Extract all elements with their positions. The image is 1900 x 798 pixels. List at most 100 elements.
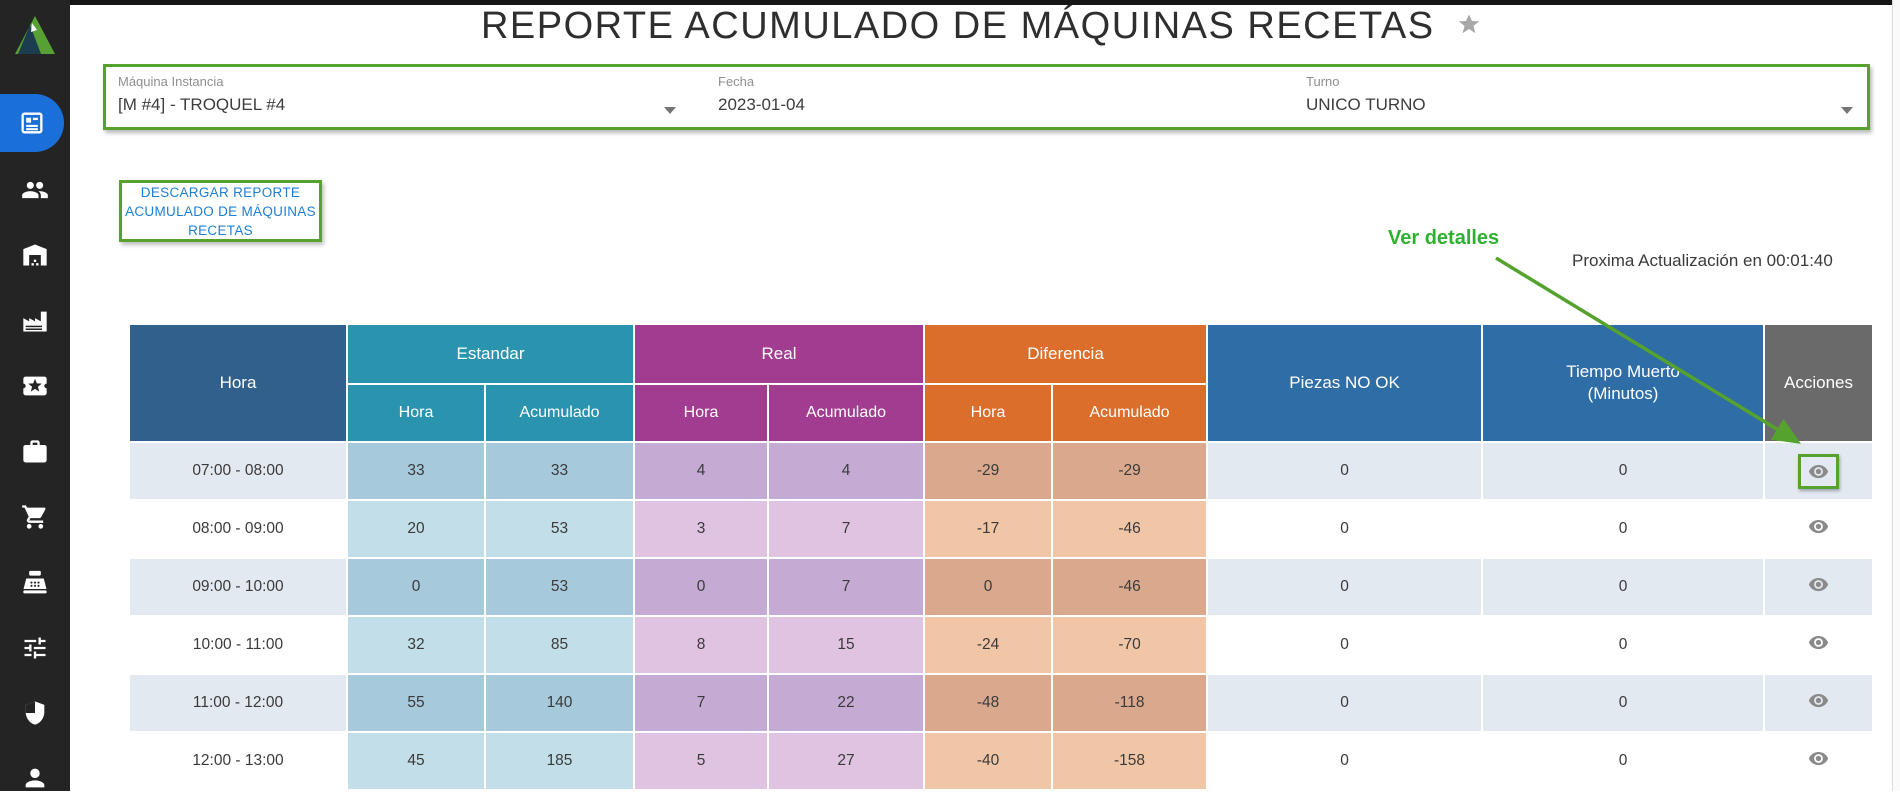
cell-diferencia-hora: -17 [923,499,1054,559]
sidebar-item-sales[interactable] [0,562,70,602]
maquina-instancia-field: Máquina Instancia [M #4] - TROQUEL #4 [118,74,285,115]
briefcase-icon [21,438,49,466]
sub-header-diferencia-acumulado: Acumulado [1051,383,1209,443]
sub-header-real-acumulado: Acumulado [767,383,926,443]
tune-icon [21,634,49,662]
factory-icon [21,307,49,335]
maquina-instancia-dropdown-arrow-icon[interactable] [664,107,676,114]
cell-real-hora: 0 [633,557,770,617]
cash-register-icon [21,568,49,596]
cell-piezas-no-ok: 0 [1206,557,1484,617]
cell-piezas-no-ok: 0 [1206,673,1484,733]
cell-diferencia-acumulado: -158 [1051,731,1209,791]
cell-estandar-acumulado: 53 [483,499,636,559]
cell-real-acumulado: 22 [767,673,926,733]
tiempo-muerto-line1: Tiempo Muerto [1566,362,1680,381]
sidebar-item-reports-active[interactable] [0,94,64,152]
cell-piezas-no-ok: 0 [1206,731,1484,791]
cell-piezas-no-ok: 0 [1206,615,1484,675]
ticket-star-icon [21,372,49,400]
col-header-tiempo-muerto: Tiempo Muerto (Minutos) [1481,323,1766,443]
warehouse-icon [21,241,49,269]
turno-select[interactable]: UNICO TURNO [1306,95,1426,114]
cell-tiempo-muerto: 0 [1481,673,1766,733]
maquina-instancia-label: Máquina Instancia [118,74,224,89]
sub-header-estandar-acumulado: Acumulado [483,383,636,443]
shield-icon [21,699,49,727]
cell-estandar-hora: 20 [346,499,486,559]
view-details-eye-icon[interactable] [1808,574,1829,595]
table-row: 07:00 - 08:00 33 33 4 4 -29 -29 0 0 [128,441,1875,501]
col-group-diferencia: Diferencia [923,323,1209,385]
col-group-estandar: Estandar [345,323,636,385]
sub-header-diferencia-hora: Hora [923,383,1054,443]
cell-tiempo-muerto: 0 [1481,441,1766,501]
cell-diferencia-hora: -40 [923,731,1054,791]
sidebar-item-settings[interactable] [0,628,70,668]
cell-hora: 09:00 - 10:00 [128,557,348,617]
view-details-eye-icon[interactable] [1808,690,1829,711]
sidebar-item-factory[interactable] [0,301,70,341]
cell-diferencia-acumulado: -29 [1051,441,1209,501]
cell-tiempo-muerto: 0 [1481,499,1766,559]
cell-tiempo-muerto: 0 [1481,615,1766,675]
sidebar-item-profile[interactable] [0,758,70,798]
table-body: 07:00 - 08:00 33 33 4 4 -29 -29 0 0 08:00 - 09:00… [128,441,1875,791]
cell-estandar-acumulado: 85 [483,615,636,675]
sidebar-item-work[interactable] [0,432,70,472]
cell-diferencia-hora: 0 [923,557,1054,617]
turno-field: Turno UNICO TURNO [1306,74,1426,115]
cell-estandar-hora: 33 [346,441,486,501]
company-logo-triangle [11,12,59,60]
turno-dropdown-arrow-icon[interactable] [1841,107,1853,114]
col-header-acciones: Acciones [1763,323,1875,443]
maquina-instancia-select[interactable]: [M #4] - TROQUEL #4 [118,95,286,114]
cell-estandar-acumulado: 140 [483,673,636,733]
cell-real-acumulado: 27 [767,731,926,791]
cell-acciones [1763,615,1875,675]
sidebar-item-warehouse[interactable] [0,235,70,275]
vertical-scrollbar[interactable] [1892,0,1900,791]
sidebar-item-recipes[interactable] [0,366,70,406]
col-group-real: Real [633,323,926,385]
table-row: 08:00 - 09:00 20 53 3 7 -17 -46 0 0 [128,499,1875,559]
col-header-piezas-no-ok: Piezas NO OK [1206,323,1484,443]
cell-diferencia-hora: -48 [923,673,1054,733]
cell-estandar-hora: 45 [346,731,486,791]
cell-diferencia-acumulado: -118 [1051,673,1209,733]
cell-estandar-acumulado: 53 [483,557,636,617]
cell-estandar-acumulado: 185 [483,731,636,791]
cell-diferencia-acumulado: -70 [1051,615,1209,675]
cell-hora: 11:00 - 12:00 [128,673,348,733]
accumulated-report-table: Hora Estandar Real Diferencia Piezas NO … [128,323,1875,791]
cell-estandar-hora: 0 [346,557,486,617]
shopping-cart-icon [21,503,49,531]
cell-tiempo-muerto: 0 [1481,731,1766,791]
view-details-eye-icon[interactable] [1808,516,1829,537]
cell-real-hora: 3 [633,499,770,559]
cell-diferencia-acumulado: -46 [1051,557,1209,617]
cell-acciones [1763,673,1875,733]
download-report-button[interactable]: DESCARGAR REPORTE ACUMULADO DE MÁQUINAS … [119,180,322,242]
sidebar-item-security[interactable] [0,693,70,733]
favorite-star-icon[interactable] [1457,12,1481,41]
cell-estandar-hora: 55 [346,673,486,733]
table-row: 09:00 - 10:00 0 53 0 7 0 -46 0 0 [128,557,1875,617]
cell-acciones [1763,731,1875,791]
cell-piezas-no-ok: 0 [1206,441,1484,501]
sidebar-item-users[interactable] [0,170,70,210]
turno-label: Turno [1306,74,1340,89]
table-row: 12:00 - 13:00 45 185 5 27 -40 -158 0 0 [128,731,1875,791]
view-details-eye-icon[interactable] [1808,748,1829,769]
filter-bar: Máquina Instancia [M #4] - TROQUEL #4 Fe… [103,64,1870,130]
cell-real-hora: 4 [633,441,770,501]
sub-header-real-hora: Hora [633,383,770,443]
view-details-eye-icon[interactable] [1798,453,1840,489]
cell-estandar-hora: 32 [346,615,486,675]
fecha-field: Fecha 2023-01-04 [718,74,805,115]
fecha-label: Fecha [718,74,755,89]
fecha-input[interactable]: 2023-01-04 [718,95,805,114]
view-details-eye-icon[interactable] [1808,632,1829,653]
article-icon [18,109,46,137]
sidebar-item-purchases[interactable] [0,497,70,537]
